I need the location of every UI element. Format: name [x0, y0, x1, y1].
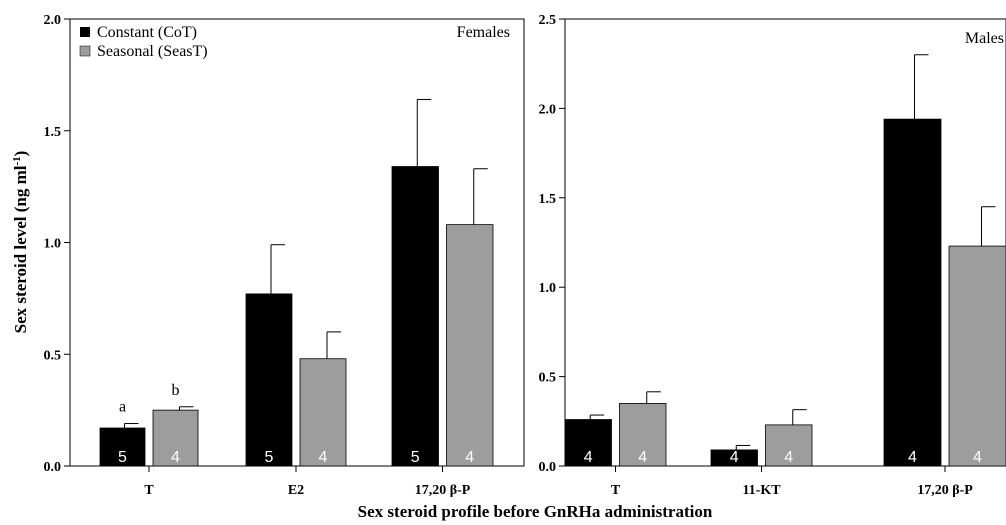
legend-label-constant: Constant (CoT) — [97, 24, 197, 41]
females-bar-seasonal — [299, 358, 347, 467]
females-bar-n-label: 5 — [411, 449, 420, 466]
y-axis-title-sup: -1 — [11, 156, 23, 165]
males-bar-n-label: 4 — [730, 449, 739, 466]
y-axis-title-close: ) — [11, 151, 30, 157]
males-panel-label: Males — [965, 30, 1004, 47]
males-category-label: T — [611, 483, 621, 498]
males-bar-seasonal — [765, 424, 813, 467]
males-y-tick-label: 0.5 — [539, 371, 557, 386]
females-y-tick-label: 0.5 — [44, 348, 62, 363]
males-bar-seasonal — [619, 403, 667, 467]
females-y-tick-label: 0.0 — [44, 460, 62, 475]
males-bar-n-label: 4 — [784, 449, 793, 466]
females-bars: 5 4 5 4 5 4 a b — [99, 98, 494, 467]
y-axis-title-main: Sex steroid level (ng ml — [11, 165, 30, 333]
females-bar-n-label: 4 — [171, 449, 180, 466]
females-y-tick-label: 1.0 — [44, 237, 62, 252]
males-category-label: 11-KT — [742, 483, 781, 498]
males-y-tick-label: 1.0 — [539, 281, 557, 296]
y-axis-title: Sex steroid level (ng ml-1) — [11, 151, 30, 334]
legend-swatch-constant — [80, 27, 90, 37]
females-y-tick-label: 1.5 — [44, 125, 62, 140]
females-bar-constant — [391, 166, 439, 467]
males-x-axis: T 11-KT 17,20 β-P — [611, 466, 973, 498]
females-panel-label: Females — [457, 24, 510, 41]
males-bar-constant — [710, 449, 758, 467]
males-category-label: 17,20 β-P — [917, 483, 973, 498]
females-bar-constant — [245, 293, 293, 467]
males-y-tick-label: 2.0 — [539, 102, 557, 117]
males-bar-n-label: 4 — [638, 449, 647, 466]
x-axis-title: Sex steroid profile before GnRHa adminis… — [358, 502, 713, 521]
females-category-label: T — [144, 483, 154, 498]
legend-label-seasonal: Seasonal (SeasT) — [97, 43, 208, 60]
males-bars: 4 4 4 4 4 4 — [564, 54, 1006, 467]
females-y-axis: 0.0 0.5 1.0 1.5 2.0 — [44, 13, 70, 475]
males-y-axis: 0.0 0.5 1.0 1.5 2.0 2.5 — [539, 13, 565, 475]
females-bar-n-label: 5 — [265, 449, 274, 466]
females-significance-letter: b — [172, 382, 180, 399]
females-bar-n-label: 5 — [118, 449, 127, 466]
males-y-tick-label: 1.5 — [539, 192, 557, 207]
females-bar-constant — [99, 427, 146, 467]
females-panel: Females Constant (CoT) Seasonal (SeasT) … — [44, 13, 525, 498]
males-bar-n-label: 4 — [973, 449, 982, 466]
males-bar-n-label: 4 — [908, 449, 917, 466]
females-y-tick-label: 2.0 — [44, 13, 62, 28]
males-bar-seasonal — [948, 245, 1006, 467]
females-bar-seasonal — [152, 409, 199, 467]
females-bar-n-label: 4 — [465, 449, 474, 466]
females-category-label: E2 — [288, 483, 304, 498]
females-category-label: 17,20 β-P — [415, 483, 471, 498]
females-bar-n-label: 4 — [319, 449, 328, 466]
females-x-axis: T E2 17,20 β-P — [144, 466, 471, 498]
males-panel: Males 0.0 0.5 1.0 1.5 2.0 2.5 4 4 4 4 4 4 T 11-KT 17… — [539, 13, 1006, 498]
legend: Constant (CoT) Seasonal (SeasT) — [79, 24, 208, 60]
males-y-tick-label: 0.0 — [539, 460, 557, 475]
females-significance-letter: a — [119, 399, 126, 416]
males-bar-constant — [564, 419, 612, 467]
females-bar-seasonal — [446, 224, 494, 467]
legend-swatch-seasonal — [79, 45, 91, 57]
males-y-tick-label: 2.5 — [539, 13, 557, 28]
males-bar-n-label: 4 — [584, 449, 593, 466]
males-bar-constant — [883, 118, 942, 467]
